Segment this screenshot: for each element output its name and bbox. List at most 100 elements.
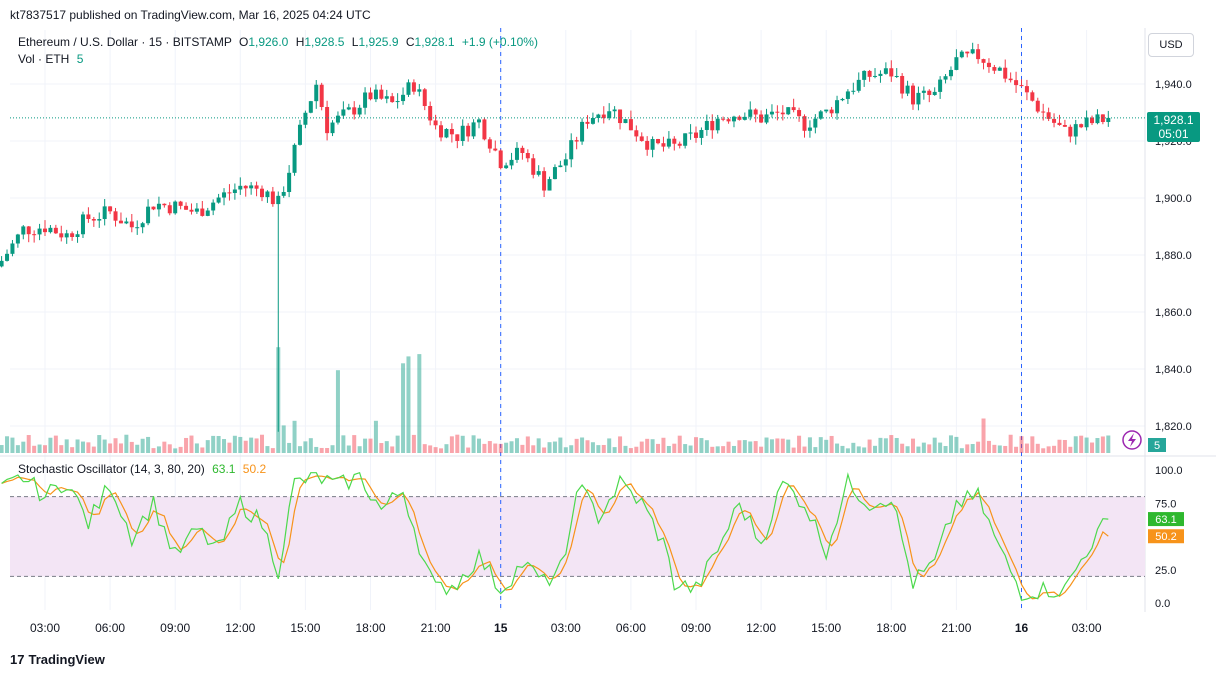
candle-body bbox=[552, 167, 557, 180]
volume-axis-badge-label: 5 bbox=[1154, 440, 1160, 452]
stochastic-d-tag-label: 50.2 bbox=[1155, 531, 1176, 543]
candle-body bbox=[1090, 117, 1095, 124]
volume-bar bbox=[151, 448, 156, 453]
candle-body bbox=[1041, 111, 1046, 113]
candle-body bbox=[894, 75, 899, 77]
volume-bar bbox=[965, 444, 970, 453]
stochastic-title: Stochastic Oscillator (14, 3, 80, 20) bbox=[18, 462, 205, 476]
time-tick-label: 21:00 bbox=[421, 621, 451, 635]
candle-body bbox=[363, 92, 368, 108]
volume-bar bbox=[1079, 435, 1084, 453]
candle-body bbox=[775, 111, 780, 113]
candle-body bbox=[325, 107, 330, 134]
candle-body bbox=[900, 75, 905, 94]
volume-bar bbox=[590, 442, 595, 453]
time-tick-label: 03:00 bbox=[30, 621, 60, 635]
candle-body bbox=[1014, 80, 1019, 86]
volume-bar bbox=[1019, 436, 1024, 453]
candle-body bbox=[178, 201, 183, 206]
stochastic-d-line bbox=[1, 475, 1109, 600]
tradingview-brand[interactable]: 17 TradingView bbox=[10, 652, 105, 667]
lightning-icon[interactable] bbox=[1122, 430, 1142, 450]
candle-body bbox=[873, 75, 878, 77]
candle-body bbox=[742, 116, 747, 120]
candle-body bbox=[835, 100, 840, 114]
volume-bar bbox=[216, 435, 221, 453]
candle-body bbox=[335, 115, 340, 123]
volume-legend[interactable]: Vol · ETH 5 bbox=[18, 52, 83, 66]
candle-body bbox=[151, 206, 156, 210]
candle-body bbox=[108, 206, 113, 212]
volume-bar bbox=[417, 354, 422, 453]
candle-body bbox=[352, 107, 357, 115]
candle-body bbox=[498, 150, 503, 169]
volume-bar bbox=[802, 446, 807, 453]
volume-bar bbox=[981, 418, 986, 453]
volume-bar bbox=[493, 443, 498, 453]
volume-bar bbox=[227, 442, 232, 453]
volume-bar bbox=[531, 445, 536, 453]
candle-body bbox=[840, 98, 845, 101]
volume-bar bbox=[1057, 439, 1062, 453]
volume-bar bbox=[563, 447, 568, 453]
volume-bar bbox=[504, 442, 509, 453]
candle-body bbox=[726, 119, 731, 122]
candle-body bbox=[965, 51, 970, 54]
volume-bar bbox=[536, 438, 541, 453]
candle-body bbox=[384, 96, 389, 99]
candle-body bbox=[406, 82, 411, 95]
candle-body bbox=[1057, 122, 1062, 126]
volume-bar bbox=[547, 442, 552, 453]
stochastic-legend[interactable]: Stochastic Oscillator (14, 3, 80, 20) 63… bbox=[18, 462, 266, 476]
candle-body bbox=[911, 85, 915, 105]
candle-body bbox=[1062, 125, 1067, 127]
candle-body bbox=[314, 84, 319, 102]
volume-bar bbox=[829, 435, 834, 453]
volume-bar bbox=[124, 434, 129, 453]
volume-bar bbox=[1106, 435, 1111, 453]
candle-body bbox=[346, 107, 351, 110]
time-tick-label: 09:00 bbox=[160, 621, 190, 635]
candle-body bbox=[32, 234, 37, 236]
candle-body bbox=[845, 91, 850, 99]
candle-body bbox=[829, 109, 834, 114]
candle-body bbox=[439, 125, 444, 138]
candle-body bbox=[0, 260, 4, 267]
candle-body bbox=[921, 90, 926, 93]
candle-body bbox=[889, 68, 894, 77]
stochastic-k-value: 63.1 bbox=[212, 462, 236, 476]
candle-body bbox=[308, 101, 313, 113]
volume-bar bbox=[335, 370, 340, 453]
symbol-legend[interactable]: Ethereum / U.S. Dollar · 15 · BITSTAMP O… bbox=[18, 35, 538, 49]
volume-bar bbox=[390, 446, 395, 453]
volume-bar bbox=[401, 363, 406, 453]
candle-body bbox=[390, 96, 395, 103]
candle-body bbox=[851, 90, 856, 92]
volume-bar bbox=[37, 444, 42, 453]
volume-bar bbox=[21, 441, 26, 453]
candle-body bbox=[15, 234, 20, 244]
volume-bar bbox=[731, 445, 736, 453]
candle-body bbox=[422, 89, 427, 107]
currency-button[interactable]: USD bbox=[1148, 33, 1194, 57]
candle-body bbox=[878, 73, 883, 76]
volume-bar bbox=[97, 435, 102, 453]
volume-bar bbox=[129, 441, 134, 453]
candle-body bbox=[514, 147, 519, 160]
price-tick-label: 1,840.0 bbox=[1155, 364, 1192, 376]
candle-body bbox=[948, 69, 953, 77]
volume-bar bbox=[889, 435, 894, 453]
volume-bar bbox=[921, 442, 926, 453]
volume-bar bbox=[108, 443, 113, 453]
volume-bar bbox=[487, 441, 492, 453]
candle-body bbox=[536, 171, 541, 175]
candle-body bbox=[818, 111, 823, 119]
candle-body bbox=[10, 243, 15, 254]
volume-bar bbox=[737, 440, 742, 453]
candle-body bbox=[368, 92, 373, 100]
volume-bar bbox=[753, 441, 758, 453]
candle-body bbox=[1003, 67, 1008, 79]
time-tick-label: 18:00 bbox=[876, 621, 906, 635]
volume-bar bbox=[878, 437, 883, 453]
